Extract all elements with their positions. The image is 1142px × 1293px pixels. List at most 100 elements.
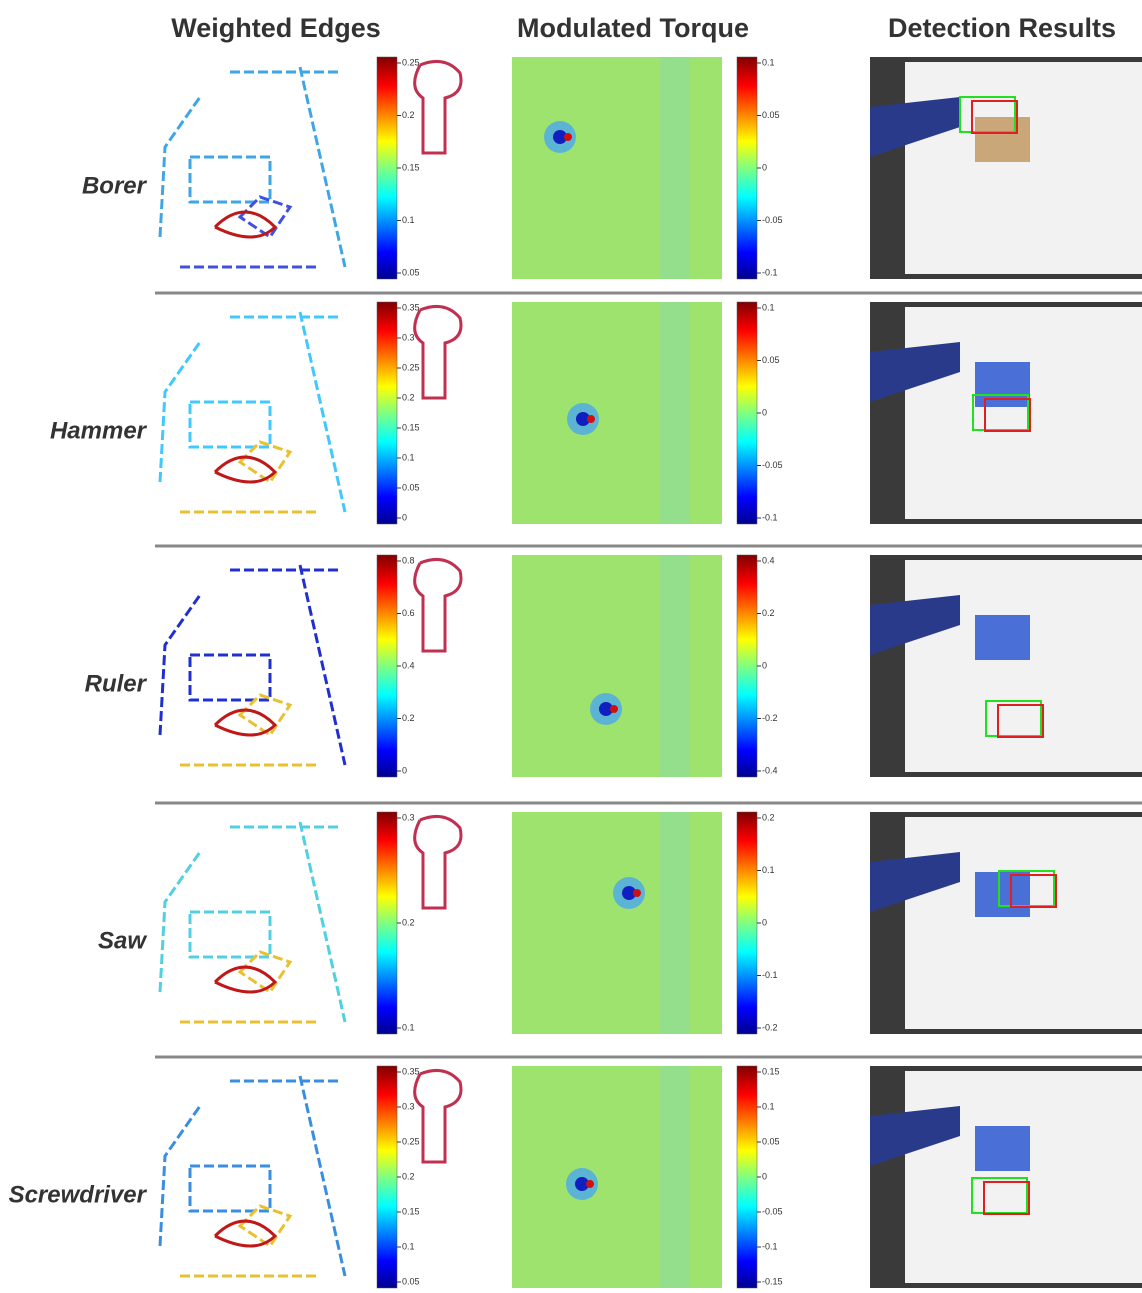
object-edge	[215, 710, 275, 735]
torque-map	[512, 302, 722, 524]
colorbar-tick-label: 0.4	[402, 660, 415, 670]
edge-sketch	[180, 442, 320, 512]
colorbar	[377, 57, 397, 279]
photo-table	[905, 307, 1142, 519]
torque-band	[660, 302, 690, 524]
colorbar-tick-label: 0	[762, 660, 767, 670]
torque-band	[660, 1066, 690, 1288]
colorbar-tick-label: 0.1	[402, 1022, 415, 1032]
colorbar-tick-label: -0.05	[762, 1206, 783, 1216]
colorbar-tick-label: 0.8	[402, 555, 415, 565]
colorbar-tick-label: -0.05	[762, 215, 783, 225]
torque-band	[660, 57, 690, 279]
colorbar-tick-label: 0.2	[402, 917, 415, 927]
row-label: Ruler	[85, 670, 148, 697]
colorbar-tick-label: 0.1	[762, 1101, 775, 1111]
colorbar-tick-label: -0.1	[762, 267, 778, 277]
column-header: Modulated Torque	[517, 13, 749, 43]
torque-blob	[633, 889, 641, 897]
row-label: Saw	[98, 927, 147, 954]
colorbar-tick-label: 0	[402, 512, 407, 522]
colorbar-tick-label: -0.05	[762, 460, 783, 470]
torque-blob	[610, 705, 618, 713]
photo-item	[975, 117, 1030, 162]
object-edge	[215, 1221, 275, 1246]
row-label: Screwdriver	[9, 1181, 148, 1208]
colorbar-tick-label: 0.1	[762, 57, 775, 67]
colorbar-tick-label: 0.25	[402, 57, 420, 67]
colorbar-tick-label: 0.2	[402, 713, 415, 723]
colorbar-tick-label: 0	[762, 162, 767, 172]
object-outline	[415, 816, 461, 908]
colorbar	[737, 812, 757, 1034]
colorbar	[377, 302, 397, 524]
colorbar-tick-label: 0.2	[402, 392, 415, 402]
photo-table	[905, 560, 1142, 772]
torque-band	[660, 555, 690, 777]
colorbar-tick-label: -0.4	[762, 765, 778, 775]
colorbar-tick-label: 0	[762, 407, 767, 417]
torque-map	[512, 555, 722, 777]
colorbar-tick-label: 0.05	[762, 1136, 780, 1146]
object-outline	[415, 61, 461, 153]
object-edge	[215, 967, 275, 992]
colorbar-tick-label: 0.25	[402, 362, 420, 372]
colorbar-tick-label: 0	[762, 917, 767, 927]
colorbar	[737, 555, 757, 777]
row-label: Hammer	[50, 417, 148, 444]
colorbar-tick-label: 0.3	[402, 332, 415, 342]
colorbar-tick-label: 0.25	[402, 1136, 420, 1146]
photo-item	[975, 1126, 1030, 1171]
colorbar	[737, 302, 757, 524]
torque-blob	[586, 1180, 594, 1188]
torque-map	[512, 812, 722, 1034]
colorbar-tick-label: 0.05	[762, 110, 780, 120]
edge-sketch	[180, 197, 320, 267]
colorbar-tick-label: 0.1	[402, 1241, 415, 1251]
colorbar-tick-label: 0.05	[402, 1276, 420, 1286]
colorbar-tick-label: 0.35	[402, 302, 420, 312]
object-edge	[215, 212, 275, 237]
colorbar	[377, 1066, 397, 1288]
colorbar-tick-label: 0.35	[402, 1066, 420, 1076]
colorbar	[377, 555, 397, 777]
colorbar-tick-label: 0.2	[402, 110, 415, 120]
colorbar	[737, 57, 757, 279]
colorbar-tick-label: 0.15	[762, 1066, 780, 1076]
row-label: Borer	[82, 172, 148, 199]
colorbar-tick-label: 0.1	[402, 452, 415, 462]
colorbar-tick-label: 0.1	[402, 215, 415, 225]
colorbar-tick-label: -0.1	[762, 512, 778, 522]
colorbar-tick-label: -0.1	[762, 970, 778, 980]
colorbar-tick-label: 0.15	[402, 1206, 420, 1216]
edge-sketch	[180, 695, 320, 765]
photo-item	[975, 872, 1030, 917]
object-edge	[215, 457, 275, 482]
torque-blob	[564, 133, 572, 141]
colorbar-tick-label: 0.05	[762, 355, 780, 365]
torque-map	[512, 57, 722, 279]
colorbar	[737, 1066, 757, 1288]
colorbar-tick-label: 0.05	[402, 482, 420, 492]
torque-blob	[587, 415, 595, 423]
colorbar-tick-label: 0.6	[402, 608, 415, 618]
photo-table	[905, 817, 1142, 1029]
colorbar-tick-label: 0.2	[762, 812, 775, 822]
colorbar-tick-label: -0.15	[762, 1276, 783, 1286]
colorbar-tick-label: 0.1	[762, 865, 775, 875]
column-header: Weighted Edges	[171, 13, 381, 43]
photo-table	[905, 62, 1142, 274]
colorbar-tick-label: 0.3	[402, 1101, 415, 1111]
colorbar-tick-label: 0.4	[762, 555, 775, 565]
object-outline	[415, 1070, 461, 1162]
colorbar-tick-label: 0.15	[402, 422, 420, 432]
object-outline	[415, 559, 461, 651]
photo-item	[975, 362, 1030, 407]
torque-band	[660, 812, 690, 1034]
object-outline	[415, 306, 461, 398]
colorbar-tick-label: -0.2	[762, 1022, 778, 1032]
colorbar	[377, 812, 397, 1034]
colorbar-tick-label: 0	[402, 765, 407, 775]
figure: Weighted Edges Modulated Torque Detectio…	[0, 0, 1142, 1293]
torque-map	[512, 1066, 722, 1288]
